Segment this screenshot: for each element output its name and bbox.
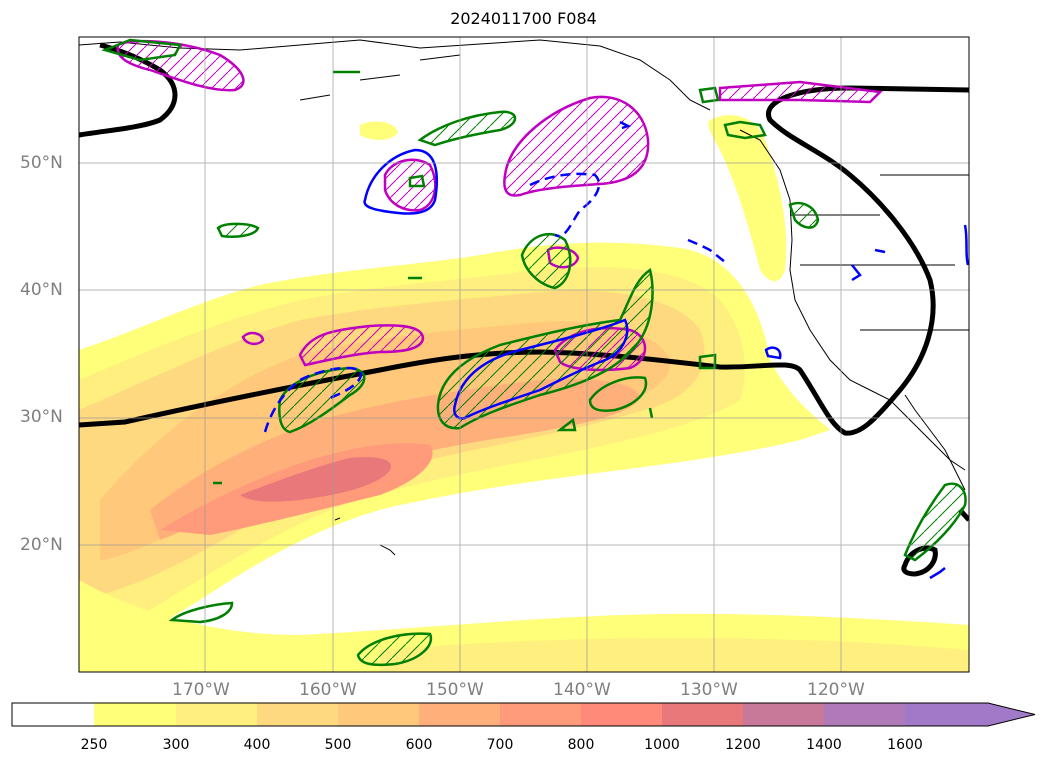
colorbar-tick: 800 bbox=[567, 737, 595, 753]
colorbar bbox=[11, 702, 1036, 727]
lon-label-170w: 170°W bbox=[172, 680, 230, 700]
colorbar-tick: 1400 bbox=[806, 737, 842, 753]
colorbar-tick: 400 bbox=[243, 737, 271, 753]
blue-contours bbox=[263, 120, 969, 580]
colorbar-tick: 500 bbox=[324, 737, 352, 753]
lon-label-140w: 140°W bbox=[553, 680, 611, 700]
green-contours bbox=[101, 38, 967, 667]
gridlines bbox=[79, 37, 969, 672]
colorbar-tick: 700 bbox=[486, 737, 514, 753]
colorbar-tick: 1000 bbox=[644, 737, 680, 753]
lon-label-150w: 150°W bbox=[426, 680, 484, 700]
colorbar-tick: 600 bbox=[405, 737, 433, 753]
magenta-contours bbox=[116, 39, 883, 372]
lat-label-30n: 30°N bbox=[20, 407, 63, 427]
colorbar-tick: 250 bbox=[80, 737, 108, 753]
lat-label-40n: 40°N bbox=[20, 280, 63, 300]
colorbar-tick: 1600 bbox=[887, 737, 923, 753]
colorbar-tick: 1200 bbox=[725, 737, 761, 753]
lon-label-130w: 130°W bbox=[680, 680, 738, 700]
plot-frame bbox=[78, 36, 970, 673]
lat-label-20n: 20°N bbox=[20, 535, 63, 555]
lat-label-50n: 50°N bbox=[20, 153, 63, 173]
lon-label-120w: 120°W bbox=[807, 680, 865, 700]
colorbar-tick: 300 bbox=[162, 737, 190, 753]
map-title: 2024011700 F084 bbox=[450, 9, 597, 28]
lon-label-160w: 160°W bbox=[299, 680, 357, 700]
